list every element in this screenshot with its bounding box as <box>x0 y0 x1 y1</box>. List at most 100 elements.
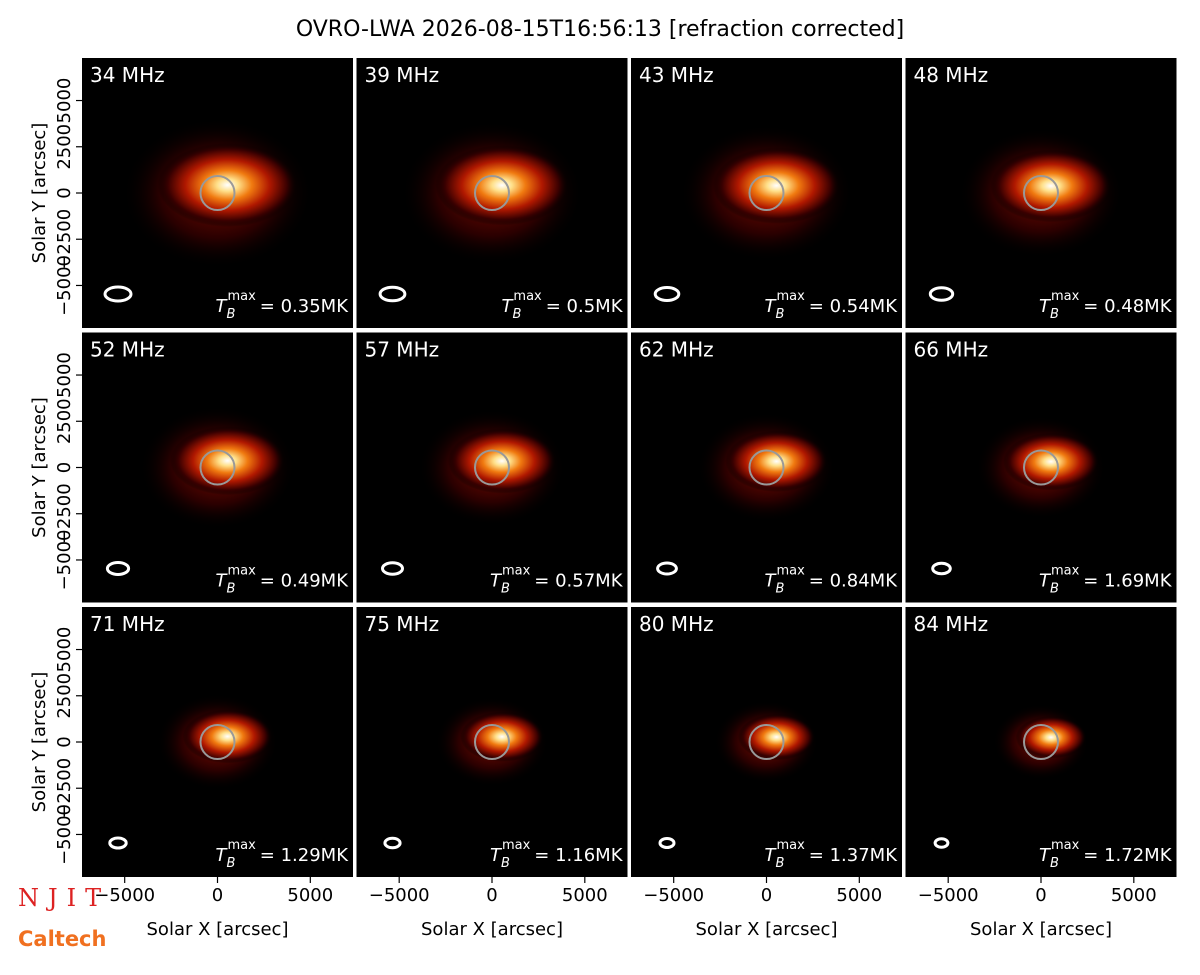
frequency-label: 52 MHz <box>90 338 165 362</box>
tb-sup: max <box>227 564 256 579</box>
panel <box>82 58 353 328</box>
x-tick-label: −5000 <box>369 885 430 906</box>
y-tick-label: 2500 <box>54 398 75 444</box>
y-tick-label: −2500 <box>54 209 75 270</box>
x-axis-label: Solar X [arcsec] <box>421 919 563 940</box>
beam <box>656 561 678 576</box>
tb-value: = 0.49MK <box>260 571 349 592</box>
x-tick-label: 0 <box>212 885 223 906</box>
panel <box>356 607 628 877</box>
tb-label: TBmax = 1.29MK <box>216 838 350 871</box>
frequency-label: 62 MHz <box>639 338 714 362</box>
solar-disk <box>748 724 785 760</box>
tb-symbol: T <box>765 571 778 592</box>
tb-sup: max <box>1051 289 1080 304</box>
tb-symbol: T <box>1039 571 1052 592</box>
tb-value: = 0.54MK <box>809 296 898 317</box>
x-tick-label: −5000 <box>94 885 155 906</box>
beam <box>933 837 950 849</box>
solar-disk <box>748 175 785 211</box>
y-axis-label: Solar Y [arcsec] <box>29 397 50 538</box>
logo-njit: NJIT <box>18 884 110 912</box>
y-tick-label: 2500 <box>54 124 75 170</box>
tb-sup: max <box>502 564 531 579</box>
tb-symbol: T <box>501 296 514 317</box>
tb-value: = 1.29MK <box>260 845 349 866</box>
beam <box>928 286 955 302</box>
tb-sub: B <box>776 582 785 597</box>
emission <box>182 709 273 764</box>
tb-value: = 1.37MK <box>809 845 898 866</box>
frequency-label: 71 MHz <box>90 612 165 636</box>
tb-label: TBmax = 1.16MK <box>490 838 624 871</box>
emission <box>712 147 841 224</box>
emission <box>460 711 544 762</box>
y-tick-label: −2500 <box>54 483 75 544</box>
beam <box>378 285 407 303</box>
tb-value: = 1.16MK <box>534 845 623 866</box>
frequency-label: 48 MHz <box>914 63 989 87</box>
beam <box>931 561 952 576</box>
beam <box>658 837 676 849</box>
tb-sup: max <box>776 564 805 579</box>
logo-caltech: Caltech <box>18 927 106 951</box>
y-tick-label: −5000 <box>54 530 75 591</box>
tb-label: TBmax = 0.84MK <box>765 564 899 597</box>
tb-symbol: T <box>765 296 778 317</box>
panel <box>905 332 1177 603</box>
emission <box>738 713 815 761</box>
x-axis-label: Solar X [arcsec] <box>970 919 1112 940</box>
tb-sup: max <box>776 289 805 304</box>
emission <box>447 428 557 494</box>
tb-value: = 0.48MK <box>1083 296 1172 317</box>
y-tick-label: −5000 <box>54 255 75 316</box>
title: OVRO-LWA 2026-08-15T16:56:13 [refraction… <box>296 17 904 42</box>
y-tick-label: 0 <box>54 187 75 198</box>
y-axis-label: Solar Y [arcsec] <box>29 672 50 813</box>
panel <box>631 332 902 603</box>
y-tick-label: −2500 <box>54 758 75 819</box>
panel <box>356 58 628 328</box>
frequency-label: 66 MHz <box>914 338 989 362</box>
emission <box>170 426 285 496</box>
x-tick-label: 0 <box>1035 885 1046 906</box>
x-tick-label: 5000 <box>1111 885 1157 906</box>
frequency-label: 57 MHz <box>365 338 440 362</box>
tb-sub: B <box>227 582 236 597</box>
panel <box>905 58 1177 328</box>
x-tick-label: 5000 <box>562 885 608 906</box>
tb-symbol: T <box>765 845 778 866</box>
panel <box>631 607 902 877</box>
x-tick-label: 0 <box>486 885 497 906</box>
beam <box>105 561 131 576</box>
tb-value: = 1.72MK <box>1083 845 1172 866</box>
tb-label: TBmax = 0.49MK <box>216 564 350 597</box>
tb-label: TBmax = 1.69MK <box>1039 564 1173 597</box>
frequency-label: 80 MHz <box>639 612 714 636</box>
beam <box>653 286 681 302</box>
y-tick-label: 0 <box>54 736 75 747</box>
solar-disk <box>1023 175 1059 211</box>
beam <box>381 561 404 576</box>
tb-symbol: T <box>216 571 229 592</box>
panel <box>631 58 902 328</box>
tb-value: = 1.69MK <box>1083 571 1172 592</box>
solar-disk <box>474 724 510 760</box>
tb-value: = 0.84MK <box>809 571 898 592</box>
tb-value: = 0.35MK <box>260 296 349 317</box>
y-tick-label: 5000 <box>54 627 75 673</box>
x-axis-label: Solar X [arcsec] <box>147 919 289 940</box>
tb-symbol: T <box>490 845 503 866</box>
tb-sup: max <box>1051 838 1080 853</box>
tb-sub: B <box>1050 856 1059 871</box>
tb-sup: max <box>513 289 542 304</box>
y-tick-label: −5000 <box>54 804 75 865</box>
tb-value: = 0.57MK <box>534 571 623 592</box>
frequency-label: 39 MHz <box>365 63 440 87</box>
beam <box>103 285 133 303</box>
emission <box>435 145 569 226</box>
panel <box>356 332 628 603</box>
x-tick-label: 0 <box>761 885 772 906</box>
tb-label: TBmax = 0.57MK <box>490 564 624 597</box>
